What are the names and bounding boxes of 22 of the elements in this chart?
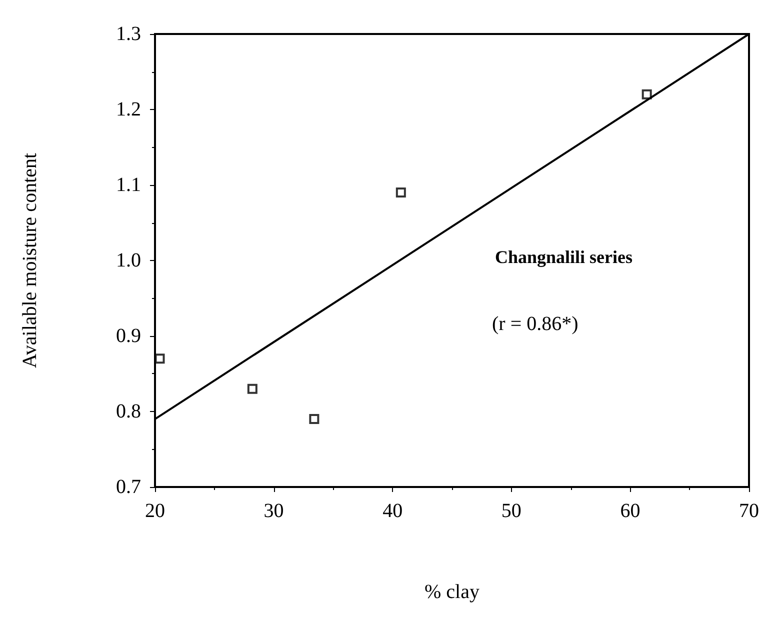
y-tick-label: 0.7 xyxy=(116,476,141,498)
y-tick-label: 1.0 xyxy=(116,250,141,272)
point xyxy=(154,354,165,364)
y-tick-label: 1.1 xyxy=(116,174,141,196)
x-tick-label: 20 xyxy=(145,500,165,522)
x-axis-title: % clay xyxy=(424,581,480,603)
y-tick-label: 0.8 xyxy=(116,400,141,422)
x-tick-label: 70 xyxy=(739,500,759,522)
x-tick-label: 50 xyxy=(501,500,522,522)
y-tick-label: 1.3 xyxy=(116,23,141,45)
point xyxy=(309,414,320,424)
point xyxy=(642,89,652,100)
x-tick-label: 60 xyxy=(620,500,640,522)
x-tick-label: 30 xyxy=(264,500,284,522)
y-axis-title: Available moisture content xyxy=(19,152,41,368)
y-tick-label: 0.9 xyxy=(116,325,141,347)
annotation: Changnalili series xyxy=(495,247,633,267)
y-tick-label: 1.2 xyxy=(116,98,141,120)
point xyxy=(396,188,406,198)
annotation: (r = 0.86*) xyxy=(492,313,578,335)
x-tick-label: 40 xyxy=(382,500,403,522)
point xyxy=(247,384,258,394)
